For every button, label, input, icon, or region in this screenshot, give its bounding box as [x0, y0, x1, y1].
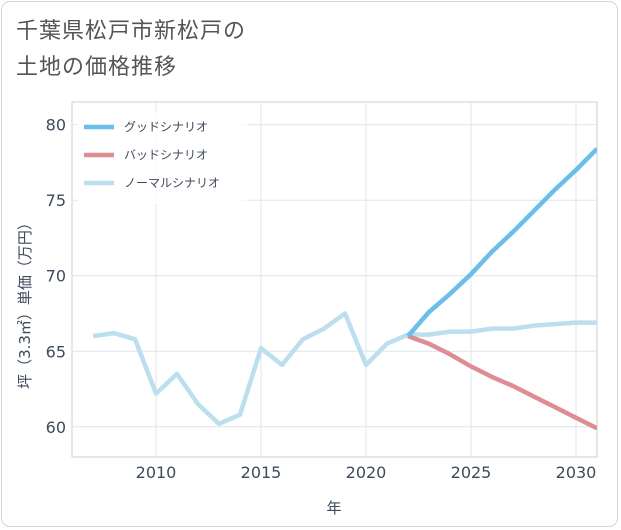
y-axis-label: 坪（3.3㎡）単価（万円）: [16, 215, 34, 389]
series-lines: [92, 147, 597, 431]
x-tick-label: 2030: [556, 463, 597, 482]
series-line-3: [92, 311, 597, 427]
legend-label: バッドシナリオ: [124, 148, 208, 162]
x-tick-label: 2020: [346, 463, 387, 482]
chart-title: 千葉県松戸市新松戸の 土地の価格推移: [16, 14, 246, 86]
legend-label: ノーマルシナリオ: [124, 176, 220, 190]
series-line-1: [406, 147, 597, 338]
y-tick-label: 75: [46, 191, 66, 210]
title-line-1: 千葉県松戸市新松戸の: [16, 19, 247, 44]
legend-label: グッドシナリオ: [124, 120, 208, 134]
x-tick-label: 2015: [241, 463, 282, 482]
title-line-2: 土地の価格推移: [16, 55, 178, 80]
tick-labels: 2010 2015 2020 2025 2030 60 65 70 75 80: [46, 116, 597, 482]
x-tick-label: 2025: [451, 463, 492, 482]
x-axis-label: 年: [326, 499, 341, 517]
y-tick-label: 65: [46, 342, 66, 361]
series-line-2: [407, 333, 597, 431]
y-tick-label: 70: [46, 267, 66, 286]
x-tick-label: 2010: [136, 463, 177, 482]
y-tick-label: 80: [46, 116, 66, 135]
y-tick-label: 60: [46, 418, 66, 437]
